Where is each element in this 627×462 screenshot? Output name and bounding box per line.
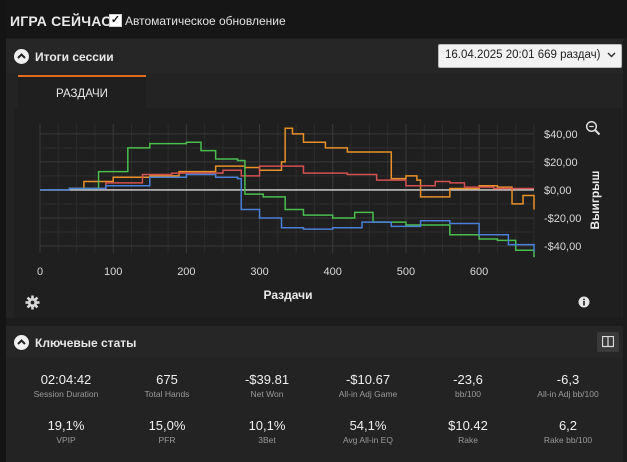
x-tick-label: 600 [470, 266, 488, 278]
stat-avg-allin-eq: 54,1% Avg All-in EQ [318, 418, 418, 445]
stat-value: $10.42 [448, 418, 488, 433]
stat-value: -23,6 [453, 372, 483, 387]
chevron-up-icon [17, 53, 26, 59]
stat-label: Session Duration [33, 389, 99, 399]
session-title: Итоги сессии [35, 50, 114, 64]
gear-icon[interactable] [25, 295, 40, 310]
y-tick-label: $0,00 [544, 185, 572, 197]
stat-bb100: -23,6 bb/100 [418, 372, 518, 399]
series-line-1 [40, 127, 535, 210]
stat-value: 675 [156, 372, 178, 387]
x-tick-label: 200 [177, 266, 195, 278]
stat-label: All-in Adj Game [338, 389, 398, 399]
x-tick-label: 500 [397, 266, 415, 278]
stat-label: All-in Adj bb/100 [537, 389, 599, 399]
stat-label: bb/100 [455, 389, 481, 399]
x-tick-label: 400 [324, 266, 342, 278]
chevron-down-icon [607, 52, 616, 58]
top-bar: ИГРА СЕЙЧАС ✓ Автоматическое обновление [6, 0, 627, 38]
collapse-session-button[interactable] [14, 49, 29, 64]
info-icon[interactable] [578, 296, 590, 308]
series-line-2 [40, 165, 534, 191]
key-stats-header: Ключевые статы [6, 326, 623, 358]
stat-label: Avg All-in EQ [343, 435, 393, 445]
stat-pfr: 15,0% PFR [117, 418, 217, 445]
stat-net-won: -$39.81 Net Won [217, 372, 317, 399]
stat-value: -$39.81 [244, 372, 290, 387]
y-tick-label: $40,00 [544, 129, 578, 141]
series-line-3 [40, 141, 535, 258]
x-tick-label: 100 [104, 266, 122, 278]
chart-area: 0 100 200 300 400 500 600 $40,00 $20,00 $0,00 -$2… [14, 108, 622, 318]
auto-refresh-checkbox[interactable]: ✓ [109, 14, 122, 27]
stat-label: Rake [458, 435, 478, 445]
stat-session-duration: 02:04:42 Session Duration [16, 372, 116, 399]
stat-value: 10,1% [248, 418, 286, 433]
columns-icon [602, 336, 614, 348]
stat-value: 19,1% [47, 418, 85, 433]
stat-rake-bb100: 6,2 Rake bb/100 [518, 418, 618, 445]
stat-value: -6,3 [556, 372, 580, 387]
winnings-chart: 0 100 200 300 400 500 600 $40,00 $20,00 $0,00 -$2… [37, 124, 602, 302]
stat-value: 54,1% [349, 418, 387, 433]
y-tick-label: -$40,00 [544, 241, 581, 253]
series-line-4 [40, 173, 535, 252]
stat-value: 15,0% [148, 418, 186, 433]
tab-hands[interactable]: РАЗДАЧИ [18, 75, 146, 110]
tab-hands-label: РАЗДАЧИ [56, 88, 108, 100]
check-icon: ✓ [110, 14, 121, 26]
app-title: ИГРА СЕЙЧАС [10, 13, 112, 29]
stat-value: 6,2 [558, 418, 578, 433]
y-axis-label: Выигрыш [588, 171, 602, 230]
stat-label: 3Bet [258, 435, 276, 445]
x-axis-label: Раздачи [264, 288, 313, 302]
y-tick-label: -$20,00 [544, 213, 581, 225]
x-tick-label: 300 [250, 266, 268, 278]
stat-label: Net Won [250, 389, 284, 399]
session-select[interactable]: 16.04.2025 20:01 669 раздач) [438, 44, 622, 68]
stat-3bet: 10,1% 3Bet [217, 418, 317, 445]
stat-label: PFR [158, 435, 176, 445]
stat-total-hands: 675 Total Hands [117, 372, 217, 399]
stat-rake: $10.42 Rake [418, 418, 518, 445]
stat-label: VPIP [56, 435, 76, 445]
stat-vpip: 19,1% VPIP [16, 418, 116, 445]
stat-value: -$10.67 [345, 372, 391, 387]
key-stats-title: Ключевые статы [35, 336, 137, 350]
stat-value: 02:04:42 [40, 372, 92, 387]
zoom-icon[interactable] [585, 120, 601, 136]
key-stats-panel: Ключевые статы [6, 326, 623, 462]
left-edge [0, 0, 6, 462]
stat-label: Rake bb/100 [543, 435, 593, 445]
columns-toggle-button[interactable] [597, 332, 619, 352]
chevron-up-icon [17, 339, 26, 345]
stat-allin-adj-game: -$10.67 All-in Adj Game [318, 372, 418, 399]
stat-allin-adj-bb100: -6,3 All-in Adj bb/100 [518, 372, 618, 399]
y-tick-label: $20,00 [544, 157, 578, 169]
auto-refresh-label[interactable]: Автоматическое обновление [125, 14, 286, 28]
session-select-value: 16.04.2025 20:01 669 раздач) [445, 49, 601, 61]
stat-label: Total Hands [144, 389, 190, 399]
x-tick-label: 0 [37, 266, 43, 278]
collapse-stats-button[interactable] [14, 335, 29, 350]
